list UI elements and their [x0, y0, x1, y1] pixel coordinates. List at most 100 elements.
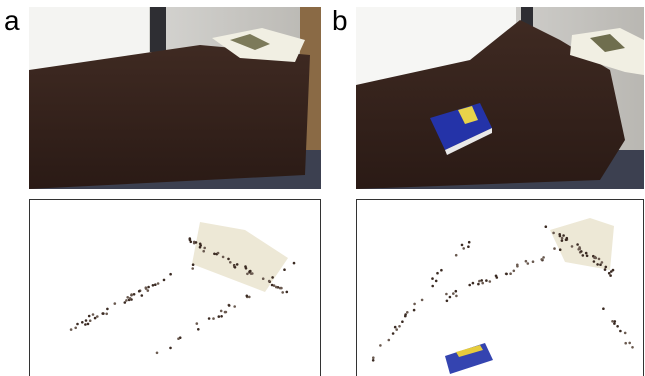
point [220, 310, 223, 313]
point [401, 320, 404, 323]
point [224, 311, 227, 314]
point [145, 286, 148, 289]
point [191, 267, 194, 270]
point [455, 254, 458, 257]
point [271, 276, 274, 279]
point [163, 279, 166, 282]
point [190, 241, 193, 244]
point [246, 295, 249, 298]
point [212, 317, 215, 320]
point [279, 287, 282, 290]
point [392, 332, 395, 335]
point [152, 284, 155, 287]
point [561, 237, 564, 240]
point [431, 277, 434, 280]
point [585, 252, 588, 255]
point [203, 247, 206, 250]
point [602, 307, 605, 310]
point [208, 317, 211, 320]
point [485, 279, 488, 282]
point [233, 305, 236, 308]
point [608, 272, 611, 275]
point [562, 234, 565, 237]
point [156, 352, 159, 355]
point [76, 323, 79, 326]
point [84, 323, 87, 326]
point [268, 280, 271, 283]
point [88, 315, 91, 318]
point [169, 347, 172, 350]
point [601, 261, 604, 264]
point [372, 359, 375, 362]
point [413, 303, 416, 306]
point [467, 245, 470, 248]
point [70, 328, 73, 331]
point [596, 263, 599, 266]
point [496, 276, 499, 279]
point [489, 280, 492, 283]
point [513, 270, 516, 273]
point [189, 237, 192, 240]
point [552, 232, 555, 235]
point [609, 274, 612, 277]
point [124, 301, 127, 304]
point [202, 250, 205, 253]
point [461, 244, 464, 247]
point [94, 317, 97, 320]
point [611, 320, 614, 323]
photo [356, 7, 644, 190]
point [542, 256, 545, 259]
point [478, 280, 481, 283]
point [372, 356, 375, 359]
point [275, 286, 278, 289]
point [228, 304, 231, 307]
point [624, 332, 627, 335]
point [580, 250, 583, 253]
point [571, 245, 574, 248]
point [598, 258, 601, 261]
point [436, 272, 439, 275]
point [141, 294, 144, 297]
point [92, 313, 95, 316]
point [440, 269, 443, 272]
point [613, 322, 616, 325]
point [619, 330, 622, 333]
point [74, 327, 77, 330]
point [388, 339, 391, 342]
point [421, 299, 424, 302]
point [553, 247, 556, 250]
point [271, 284, 274, 287]
point [595, 257, 598, 260]
point [452, 292, 455, 295]
point [612, 269, 615, 272]
point [545, 225, 548, 228]
point [579, 247, 582, 250]
point [138, 290, 141, 293]
panel-label: a [4, 5, 20, 36]
point [449, 296, 452, 299]
point [481, 282, 484, 285]
point [404, 313, 407, 316]
point [286, 291, 289, 294]
point [196, 322, 199, 325]
point [234, 266, 237, 269]
point [87, 323, 90, 326]
point [624, 342, 627, 345]
point [472, 282, 475, 285]
point [105, 313, 108, 316]
point [566, 237, 569, 240]
point [157, 282, 160, 285]
point [462, 247, 465, 250]
point [96, 315, 99, 318]
point [195, 241, 198, 244]
point [616, 325, 619, 328]
point [406, 311, 409, 314]
point [199, 246, 202, 249]
point [126, 296, 129, 299]
point [283, 268, 286, 271]
point [293, 262, 296, 265]
point [218, 315, 221, 318]
point [213, 253, 216, 256]
point [147, 286, 150, 289]
point [527, 262, 530, 265]
